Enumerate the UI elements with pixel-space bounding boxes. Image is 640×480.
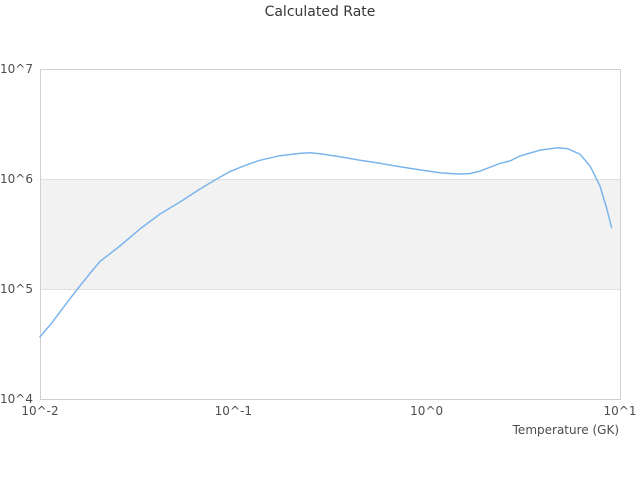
y-tick-label: 10^4 xyxy=(0,392,33,406)
rate-curve xyxy=(39,147,613,338)
x-tick-label: 10^1 xyxy=(604,404,637,418)
plot-area: 10^4 10^5 10^6 10^7 10^-2 10^-1 10^0 10^1 xyxy=(0,62,636,418)
chart-title: Calculated Rate xyxy=(265,4,376,20)
x-tick-label: 10^0 xyxy=(410,404,443,418)
y-tick-label: 10^6 xyxy=(0,172,33,186)
x-tick-label: 10^-2 xyxy=(21,404,58,418)
y-tick-label: 10^7 xyxy=(0,62,33,76)
x-axis-title: Temperature (GK) xyxy=(512,423,619,437)
y-tick-label: 10^5 xyxy=(0,282,33,296)
alternate-grid-band xyxy=(40,179,620,289)
plot-border xyxy=(40,69,621,400)
x-tick-label: 10^-1 xyxy=(215,404,252,418)
